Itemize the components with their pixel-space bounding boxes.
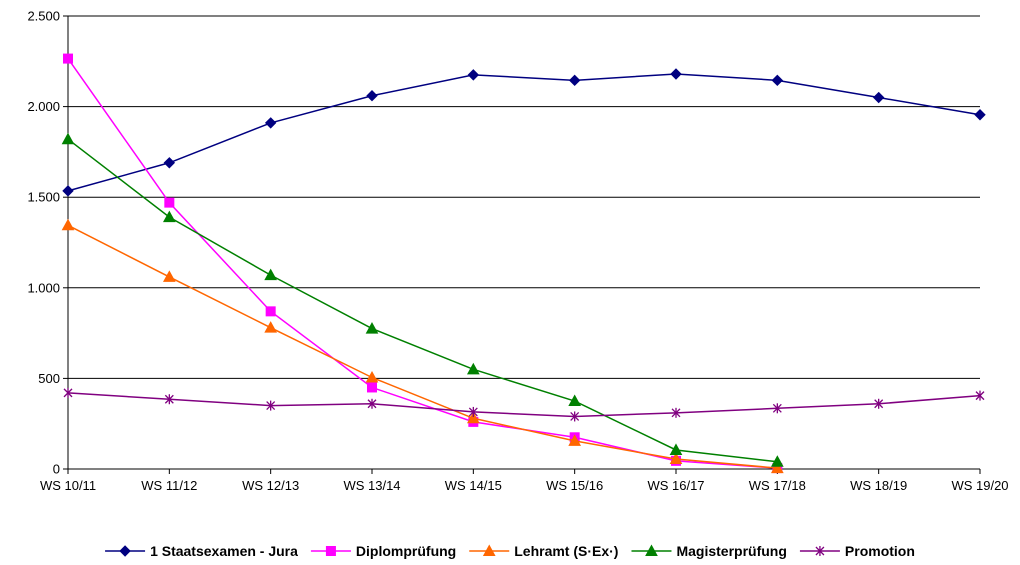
data-point (164, 197, 175, 208)
x-tick-label: WS 11/12 (141, 478, 197, 493)
x-tick-label: WS 19/20 (951, 478, 1008, 493)
series-4 (63, 387, 985, 422)
legend-marker (645, 544, 658, 556)
data-point (468, 406, 478, 417)
data-point (772, 403, 782, 414)
x-tick-label: WS 18/19 (850, 478, 907, 493)
data-point (367, 382, 377, 393)
x-tick-label: WS 16/17 (647, 478, 704, 493)
gridlines (68, 15, 980, 379)
data-point (266, 400, 276, 411)
legend-item-4: Promotion (799, 543, 915, 559)
series-3 (61, 132, 784, 467)
legend-item-0: 1 Staatsexamen - Jura (105, 543, 298, 559)
data-point (770, 461, 784, 474)
data-point (669, 452, 683, 465)
x-tick-label: WS 17/18 (749, 478, 806, 493)
data-point (164, 394, 174, 405)
data-point (366, 90, 378, 102)
data-point (770, 455, 784, 467)
data-point (568, 434, 582, 446)
x-tick-label: WS 12/13 (242, 478, 299, 493)
data-point (264, 321, 278, 333)
data-point (365, 322, 379, 334)
series-line (67, 73, 981, 192)
y-tick-label: 0 (53, 462, 60, 477)
series-2 (61, 218, 784, 474)
data-point (872, 91, 885, 104)
legend: 1 Staatsexamen - Jura Diplomprüfung Lehram… (105, 543, 915, 559)
series-line (67, 392, 981, 418)
data-point (975, 390, 985, 401)
legend-label: Diplomprüfung (356, 543, 456, 559)
data-point (670, 68, 682, 80)
x-tick-label: WS 15/16 (546, 478, 603, 493)
x-tick-label: WS 13/14 (343, 478, 400, 493)
data-point (61, 132, 75, 145)
legend-marker (119, 545, 131, 557)
series-line (67, 224, 778, 469)
legend-marker (482, 544, 496, 556)
legend-marker (325, 546, 336, 556)
series-0 (62, 68, 986, 197)
x-tick-label: WS 10/11 (40, 478, 96, 493)
data-point (466, 362, 480, 375)
legend-label: Lehramt (S·Ex·) (514, 543, 618, 559)
y-tick-label: 1.500 (27, 190, 60, 205)
y-axis-ticks: 0 500 1.000 1.500 2.000 2.500 (27, 9, 60, 477)
legend-item-3: Magisterprüfung (631, 543, 787, 559)
data-point (162, 210, 176, 223)
data-point (365, 370, 379, 383)
legend-item-2: Lehramt (S·Ex·) (469, 543, 618, 559)
legend-label: Magisterprüfung (676, 543, 786, 559)
x-axis-ticks: WS 10/11 WS 11/12 WS 12/13 WS 13/14 WS 14/15… (40, 478, 1009, 493)
data-point (63, 387, 73, 398)
data-point (61, 218, 75, 231)
legend-label: 1 Staatsexamen - Jura (150, 543, 298, 559)
data-point (265, 306, 276, 317)
data-point (570, 411, 580, 422)
data-point (466, 411, 480, 424)
y-tick-label: 1.000 (27, 280, 60, 295)
series-line (67, 138, 778, 463)
data-point (163, 157, 176, 169)
legend-marker (815, 546, 825, 556)
data-point (264, 117, 277, 129)
data-point (467, 69, 480, 81)
data-point (162, 270, 176, 282)
data-point (568, 74, 581, 87)
y-tick-label: 500 (38, 371, 60, 386)
legend-item-1: Diplomprüfung (310, 543, 456, 559)
series-line (67, 58, 778, 469)
y-tick-label: 2.000 (27, 99, 60, 114)
series-1 (63, 53, 783, 474)
y-tick-label: 2.500 (27, 9, 60, 24)
data-point (367, 398, 377, 409)
data-point (63, 53, 73, 64)
data-point (669, 443, 683, 455)
data-point (771, 74, 784, 87)
data-point (671, 407, 681, 418)
series-group (61, 53, 986, 474)
legend-label: Promotion (845, 543, 915, 559)
data-point (874, 398, 884, 409)
x-tick-label: WS 14/15 (445, 478, 502, 493)
data-point (568, 394, 582, 407)
data-point (62, 185, 74, 197)
data-point (974, 109, 986, 121)
data-point (264, 268, 278, 281)
